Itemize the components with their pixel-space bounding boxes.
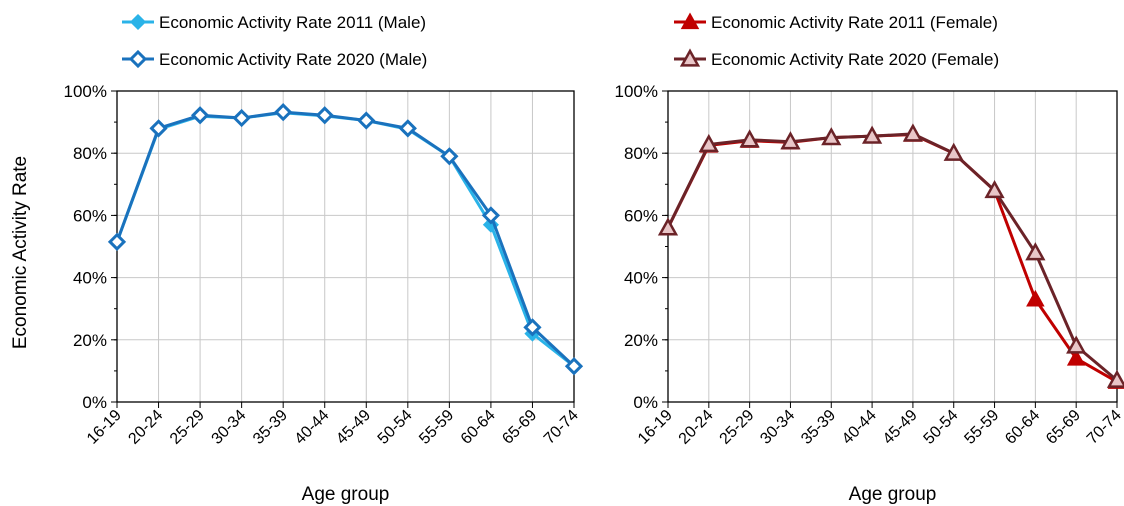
data-point [190,106,210,125]
y-tick-label: 100% [64,82,107,101]
x-tick-label: 35-39 [798,407,839,448]
data-point [1066,335,1087,354]
x-tick-label: 20-24 [125,407,166,448]
x-tick-label: 45-49 [880,407,921,448]
gridlines [116,90,575,403]
legend-item: Economic Activity Rate 2020 (Female) [674,48,999,69]
data-point [739,129,760,148]
series-line [115,111,575,368]
y-tick-label: 0% [633,393,658,412]
y-tick-label: 40% [73,269,107,288]
x-tick-label: 16-19 [84,407,125,448]
data-point [149,119,168,138]
x-tick-label: 60-64 [458,407,499,448]
data-point [861,125,883,144]
x-tick-label: 20-24 [676,407,717,448]
data-point [984,179,1005,199]
x-tick-label: 55-59 [416,407,457,448]
data-point [1066,348,1086,366]
x-tick-label: 35-39 [250,407,291,448]
data-point [398,119,417,138]
x-tick-label: 40-44 [839,407,880,448]
data-point [107,232,127,251]
series-1 [658,124,1124,389]
series-line [115,110,576,368]
data-point [523,318,542,337]
series-2 [657,123,1124,388]
legend-label: Economic Activity Rate 2011 (Male) [159,13,426,32]
data-point [1025,242,1046,261]
x-tick-label: 60-64 [1002,407,1043,448]
x-tick-label: 70-74 [1084,407,1124,448]
legend: Economic Activity Rate 2011 (Female) Econ… [674,12,999,69]
legend-item: Economic Activity Rate 2011 (Female) [674,12,998,32]
y-tick-label: 100% [615,82,658,101]
legend-marker [680,12,700,30]
series-line [666,132,1118,382]
data-point [481,206,501,225]
chart-2: 0% 20% 40% 60% 80% 100% 16-19 20-24 25-29 30-34 35… [615,12,1124,505]
legend-item: Economic Activity Rate 2011 (Male) [122,13,426,32]
legend-marker [128,49,148,69]
x-tick-label: 65-69 [1043,407,1084,448]
legend-label: Economic Activity Rate 2020 (Male) [159,50,427,69]
y-tick-label: 40% [624,269,658,288]
legend-item: Economic Activity Rate 2020 (Male) [122,49,427,69]
legend-marker [679,48,701,67]
x-axis-title: Age group [849,484,937,505]
gridlines [667,90,1118,403]
y-tick-label: 80% [624,144,658,163]
y-tick-label: 20% [624,331,658,350]
x-tick-label: 50-54 [375,407,416,448]
y-tick-label: 60% [624,206,658,225]
x-tick-label: 25-29 [167,407,208,448]
data-point [902,123,924,142]
x-tick-label: 55-59 [961,407,1002,448]
series-2 [107,103,584,376]
data-point [943,142,964,161]
y-tick-label: 20% [73,331,107,350]
x-tick-label: 70-74 [541,407,582,448]
x-tick-label: 25-29 [717,407,758,448]
legend-label: Economic Activity Rate 2011 (Female) [711,13,998,32]
plot-area-border [116,90,575,403]
data-point [698,133,719,153]
data-point [657,217,679,236]
x-tick-label: 45-49 [333,407,374,448]
legend-marker [129,13,147,31]
x-tick-label: 50-54 [921,407,962,448]
legend: Economic Activity Rate 2011 (Male) Econom… [122,13,427,69]
data-point [821,127,842,146]
x-tick-label: 40-44 [292,407,333,448]
x-axis-title: Age group [302,484,390,505]
data-point [357,111,376,130]
y-tick-label: 0% [82,393,107,412]
series-1 [108,104,583,375]
data-point [232,108,251,128]
data-point [780,131,801,150]
legend-label: Economic Activity Rate 2020 (Female) [711,50,999,69]
data-point [1106,369,1124,388]
data-point [315,106,334,125]
chart-1: 0% 20% 40% 60% 80% 100% 16-19 20-24 25-29 30-34 35… [10,13,584,505]
data-point [440,147,459,166]
plot-area-border [667,90,1118,403]
x-tick-label: 30-34 [209,407,250,448]
data-point [564,357,584,376]
data-point [1026,289,1045,307]
y-tick-label: 60% [73,206,107,225]
x-tick-label: 16-19 [635,407,676,448]
x-tick-label: 65-69 [499,407,540,448]
data-point [274,103,293,122]
x-tick-label: 30-34 [757,407,798,448]
series-line [666,133,1118,384]
y-axis-title: Economic Activity Rate [10,156,31,349]
y-tick-label: 80% [73,144,107,163]
